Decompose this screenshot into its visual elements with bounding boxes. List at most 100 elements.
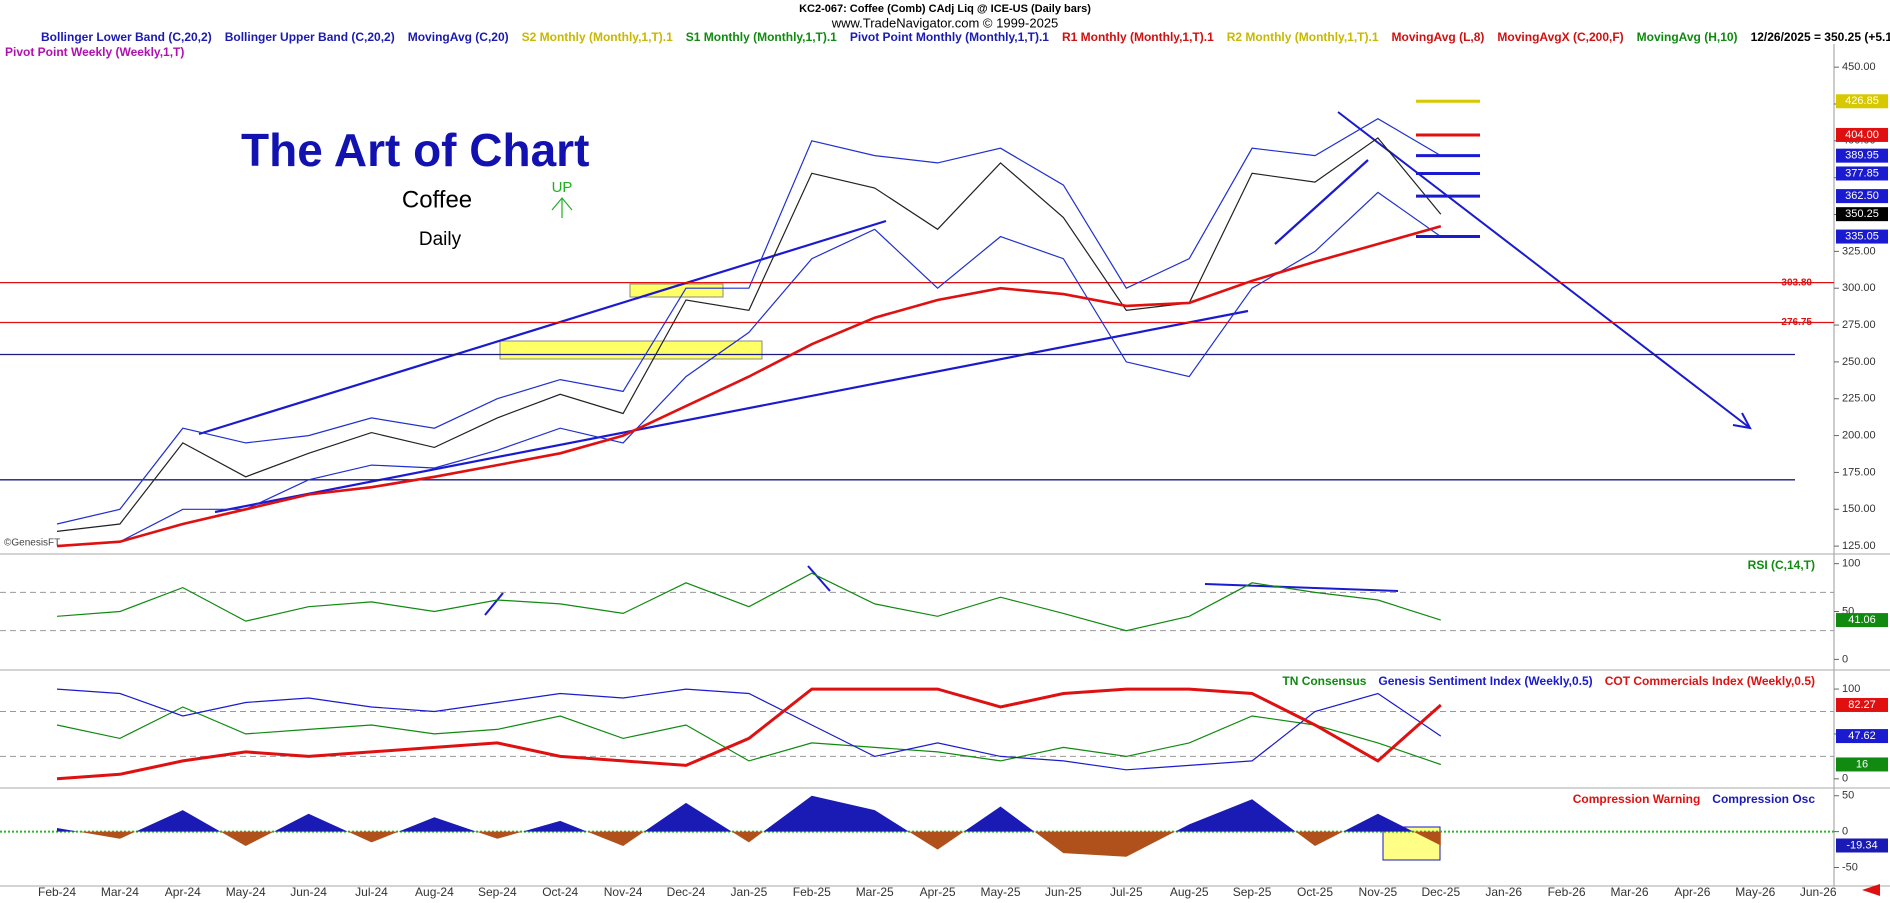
x-tick-label: Jan-25 bbox=[731, 885, 768, 899]
legend-entry: MovingAvg (L,8) bbox=[1392, 30, 1485, 44]
value-badge bbox=[1836, 148, 1888, 163]
trend-line bbox=[198, 219, 887, 436]
series-line bbox=[56, 118, 1442, 525]
legend-entry: Bollinger Lower Band (C,20,2) bbox=[41, 30, 212, 44]
y-tick-label: 325.00 bbox=[1842, 245, 1876, 257]
x-tick-label: Apr-25 bbox=[920, 885, 956, 899]
x-tick-label: Aug-24 bbox=[415, 885, 454, 899]
value-badge-label: 350.25 bbox=[1845, 208, 1879, 220]
x-tick-label: Mar-25 bbox=[856, 885, 894, 899]
y-tick-label: 225.00 bbox=[1842, 393, 1876, 405]
x-tick-label: Apr-26 bbox=[1674, 885, 1710, 899]
value-badge bbox=[1836, 127, 1888, 142]
x-tick-label: Jul-24 bbox=[355, 885, 388, 899]
value-badge bbox=[1836, 207, 1888, 222]
x-tick-label: Jul-25 bbox=[1110, 885, 1143, 899]
series-line bbox=[56, 225, 1442, 548]
series-line bbox=[56, 137, 1442, 532]
panel-legend: Compression Osc bbox=[1712, 792, 1815, 806]
trend-line bbox=[1337, 111, 1751, 429]
value-badge bbox=[1836, 729, 1888, 744]
resistance-label: 303.80 bbox=[1781, 277, 1812, 288]
value-badge-label: 426.85 bbox=[1845, 95, 1879, 107]
x-tick-label: Apr-24 bbox=[165, 885, 201, 899]
annotation: Coffee bbox=[402, 186, 472, 213]
panel-legend: RSI (C,14,T) bbox=[1748, 558, 1815, 572]
y-tick-label: 125.00 bbox=[1842, 540, 1876, 552]
up-arrow bbox=[551, 197, 573, 211]
x-tick-label: Nov-24 bbox=[604, 885, 643, 899]
value-badge-label: 377.85 bbox=[1845, 167, 1879, 179]
legend-entry: S1 Monthly (Monthly,1,T).1 bbox=[686, 30, 837, 44]
value-badge bbox=[1836, 697, 1888, 712]
resistance-label: 276.75 bbox=[1781, 317, 1812, 328]
y-tick-label: 100 bbox=[1842, 683, 1860, 695]
legend-entry: MovingAvgX (C,200,F) bbox=[1497, 30, 1623, 44]
annotation: The Art of Chart bbox=[241, 124, 589, 176]
legend-entry: MovingAvg (C,20) bbox=[408, 30, 509, 44]
chart-title: KC2-067: Coffee (Comb) CAdj Liq @ ICE-US… bbox=[799, 3, 1091, 15]
value-badge-label: 47.62 bbox=[1848, 730, 1876, 742]
highlight-box bbox=[499, 340, 763, 360]
x-tick-label: May-26 bbox=[1735, 885, 1775, 899]
y-tick-label: 300.00 bbox=[1842, 282, 1876, 294]
x-tick-label: Mar-24 bbox=[101, 885, 139, 899]
x-tick-label: Jun-26 bbox=[1800, 885, 1837, 899]
y-tick-label: 200.00 bbox=[1842, 429, 1876, 441]
series-line bbox=[56, 688, 1442, 771]
x-tick-label: Aug-25 bbox=[1170, 885, 1209, 899]
y-tick-label: 275.00 bbox=[1842, 319, 1876, 331]
x-tick-label: Dec-25 bbox=[1421, 885, 1460, 899]
legend-entry: Pivot Point Monthly (Monthly,1,T).1 bbox=[850, 30, 1049, 44]
annotation: Daily bbox=[419, 229, 462, 250]
annotation: UP bbox=[552, 179, 573, 196]
series-line bbox=[56, 572, 1441, 632]
x-tick-label: May-25 bbox=[980, 885, 1020, 899]
value-badge-label: 404.00 bbox=[1845, 129, 1879, 141]
x-tick-label: Sep-24 bbox=[478, 885, 517, 899]
legend-entry: S2 Monthly (Monthly,1,T).1 bbox=[522, 30, 673, 44]
value-badge bbox=[1836, 166, 1888, 181]
x-tick-label: Jun-25 bbox=[1045, 885, 1082, 899]
annotation: ©GenesisFT bbox=[4, 538, 60, 549]
x-tick-label: Sep-25 bbox=[1233, 885, 1272, 899]
x-tick-label: May-24 bbox=[226, 885, 266, 899]
arrow-head bbox=[1732, 412, 1752, 430]
x-tick-label: Feb-24 bbox=[38, 885, 76, 899]
legend-entry: Bollinger Upper Band (C,20,2) bbox=[225, 30, 395, 44]
value-badge-label: -19.34 bbox=[1846, 839, 1877, 851]
panel-legend: Compression Warning bbox=[1573, 792, 1701, 806]
y-tick-label: -50 bbox=[1842, 861, 1858, 873]
trend-line bbox=[1274, 159, 1369, 245]
value-badge-label: 16 bbox=[1856, 758, 1868, 770]
y-tick-label: 0 bbox=[1842, 826, 1848, 838]
legend-entry: MovingAvg (H,10) bbox=[1637, 30, 1738, 44]
x-tick-label: Jun-24 bbox=[290, 885, 327, 899]
y-tick-label: 150.00 bbox=[1842, 503, 1876, 515]
value-badge bbox=[1836, 838, 1888, 853]
y-tick-label: 175.00 bbox=[1842, 466, 1876, 478]
x-tick-label: Oct-24 bbox=[542, 885, 578, 899]
panel-legend: TN Consensus bbox=[1282, 674, 1366, 688]
value-badge bbox=[1836, 189, 1888, 204]
trend-line bbox=[807, 565, 831, 592]
legend-entry: R1 Monthly (Monthly,1,T).1 bbox=[1062, 30, 1214, 44]
x-tick-label: Oct-25 bbox=[1297, 885, 1333, 899]
x-tick-label: Mar-26 bbox=[1610, 885, 1648, 899]
scroll-arrow[interactable] bbox=[1862, 884, 1880, 896]
value-badge bbox=[1836, 613, 1888, 628]
y-tick-label: 50 bbox=[1842, 790, 1854, 802]
trend-line bbox=[214, 309, 1249, 514]
x-tick-label: Nov-25 bbox=[1359, 885, 1398, 899]
y-tick-label: 0 bbox=[1842, 773, 1848, 785]
trend-line bbox=[1204, 583, 1399, 592]
x-tick-label: Dec-24 bbox=[667, 885, 706, 899]
chart-subtitle: www.TradeNavigator.com © 1999-2025 bbox=[831, 15, 1059, 30]
series-line bbox=[56, 687, 1442, 781]
y-tick-label: 100 bbox=[1842, 558, 1860, 570]
value-badge-label: 82.27 bbox=[1848, 699, 1876, 711]
x-tick-label: Feb-25 bbox=[793, 885, 831, 899]
value-badge bbox=[1836, 757, 1888, 772]
value-badge-label: 362.50 bbox=[1845, 190, 1879, 202]
